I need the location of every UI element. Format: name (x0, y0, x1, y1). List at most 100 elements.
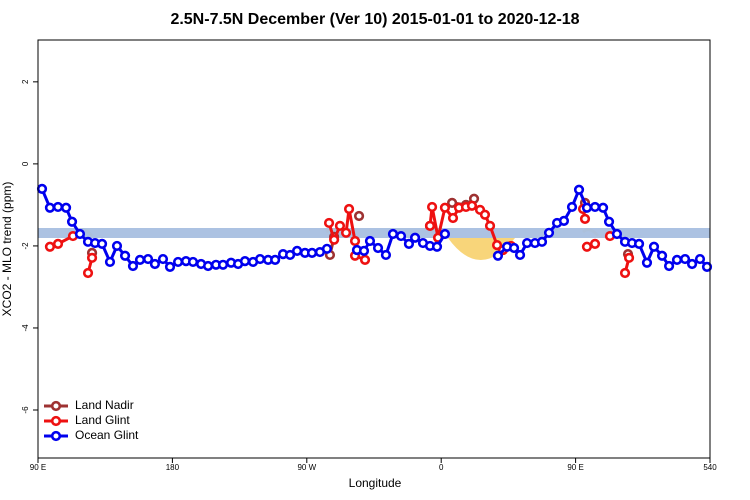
data-point (558, 215, 570, 227)
data-point (187, 256, 199, 268)
data-point (694, 253, 706, 265)
data-point (589, 201, 601, 213)
data-point (439, 202, 451, 213)
data-point (439, 228, 451, 240)
data-point (395, 230, 407, 242)
data-point (364, 235, 376, 247)
x-tick-label: 540 (703, 463, 717, 472)
data-point (127, 260, 139, 272)
data-point (202, 260, 214, 272)
data-point (656, 250, 668, 261)
data-point (597, 202, 609, 213)
data-point (334, 220, 346, 231)
data-point (701, 261, 713, 272)
data-point (353, 210, 365, 222)
data-point (119, 250, 131, 261)
data-point (321, 243, 333, 254)
data-point (86, 252, 98, 263)
y-tick-label: -2 (21, 242, 30, 250)
data-point (52, 238, 64, 249)
data-point (36, 183, 48, 195)
data-point (380, 249, 392, 261)
data-point (686, 258, 698, 270)
data-point (74, 228, 86, 240)
data-point (66, 216, 78, 227)
data-point (581, 241, 593, 252)
legend-label: Land Nadir (75, 398, 134, 412)
data-point (484, 220, 496, 231)
data-point (270, 254, 281, 265)
data-point (349, 235, 361, 247)
data-point (641, 257, 653, 268)
data-point (157, 253, 169, 265)
data-point (340, 227, 352, 238)
data-point (648, 241, 660, 252)
data-point (217, 259, 229, 270)
data-point (149, 258, 161, 270)
data-point (104, 256, 116, 268)
data-point (387, 228, 399, 240)
data-point (172, 256, 184, 268)
data-point (323, 217, 335, 229)
legend-label: Ocean Glint (75, 428, 139, 442)
data-point (447, 197, 458, 208)
data-point (291, 245, 303, 256)
data-point (359, 254, 371, 265)
data-point (52, 201, 64, 213)
legend-marker (50, 430, 62, 442)
data-point (111, 240, 123, 252)
data-point (254, 253, 266, 265)
data-point (284, 249, 296, 261)
data-point (466, 200, 478, 211)
data-point (581, 202, 593, 213)
data-point (589, 238, 601, 249)
data-point (343, 203, 355, 215)
data-point (372, 242, 384, 254)
data-point (611, 228, 623, 240)
data-point (82, 267, 94, 279)
data-point (44, 241, 56, 252)
data-point (679, 253, 691, 265)
data-point (426, 201, 438, 213)
data-point (164, 261, 176, 272)
data-point (479, 209, 491, 220)
legend-marker (50, 400, 62, 412)
series-marks (36, 183, 713, 279)
data-point (447, 212, 459, 224)
data-point (566, 201, 578, 213)
data-point (403, 238, 415, 249)
y-axis-label: XCO2 - MLO trend (ppm) (0, 182, 14, 317)
x-tick-label: 90 E (30, 463, 46, 472)
legend-marker (50, 415, 62, 427)
data-point (603, 216, 615, 227)
reference-band (38, 228, 710, 238)
data-point (492, 250, 504, 261)
data-point (663, 260, 675, 272)
data-point (306, 247, 318, 258)
data-point (409, 232, 421, 243)
data-point (573, 184, 585, 195)
data-point (134, 254, 146, 265)
data-point (633, 238, 645, 249)
data-point (508, 242, 520, 254)
data-point (431, 241, 443, 252)
data-point (60, 202, 72, 213)
data-point (96, 238, 108, 249)
plot-frame (37, 39, 711, 459)
data-point (521, 237, 533, 249)
y-tick-label: 0 (21, 161, 30, 166)
data-point (579, 213, 591, 224)
data-point (514, 249, 526, 261)
data-point (142, 253, 154, 265)
x-axis-label: Longitude (349, 476, 402, 490)
x-tick-label: 180 (166, 463, 180, 472)
data-point (44, 202, 56, 213)
data-point (623, 252, 635, 263)
y-tick-label: -6 (21, 406, 30, 414)
legend-label: Land Glint (75, 413, 130, 427)
data-point (536, 236, 548, 247)
data-point (239, 256, 251, 267)
chart-title: 2.5N-7.5N December (Ver 10) 2015-01-01 t… (170, 11, 579, 28)
